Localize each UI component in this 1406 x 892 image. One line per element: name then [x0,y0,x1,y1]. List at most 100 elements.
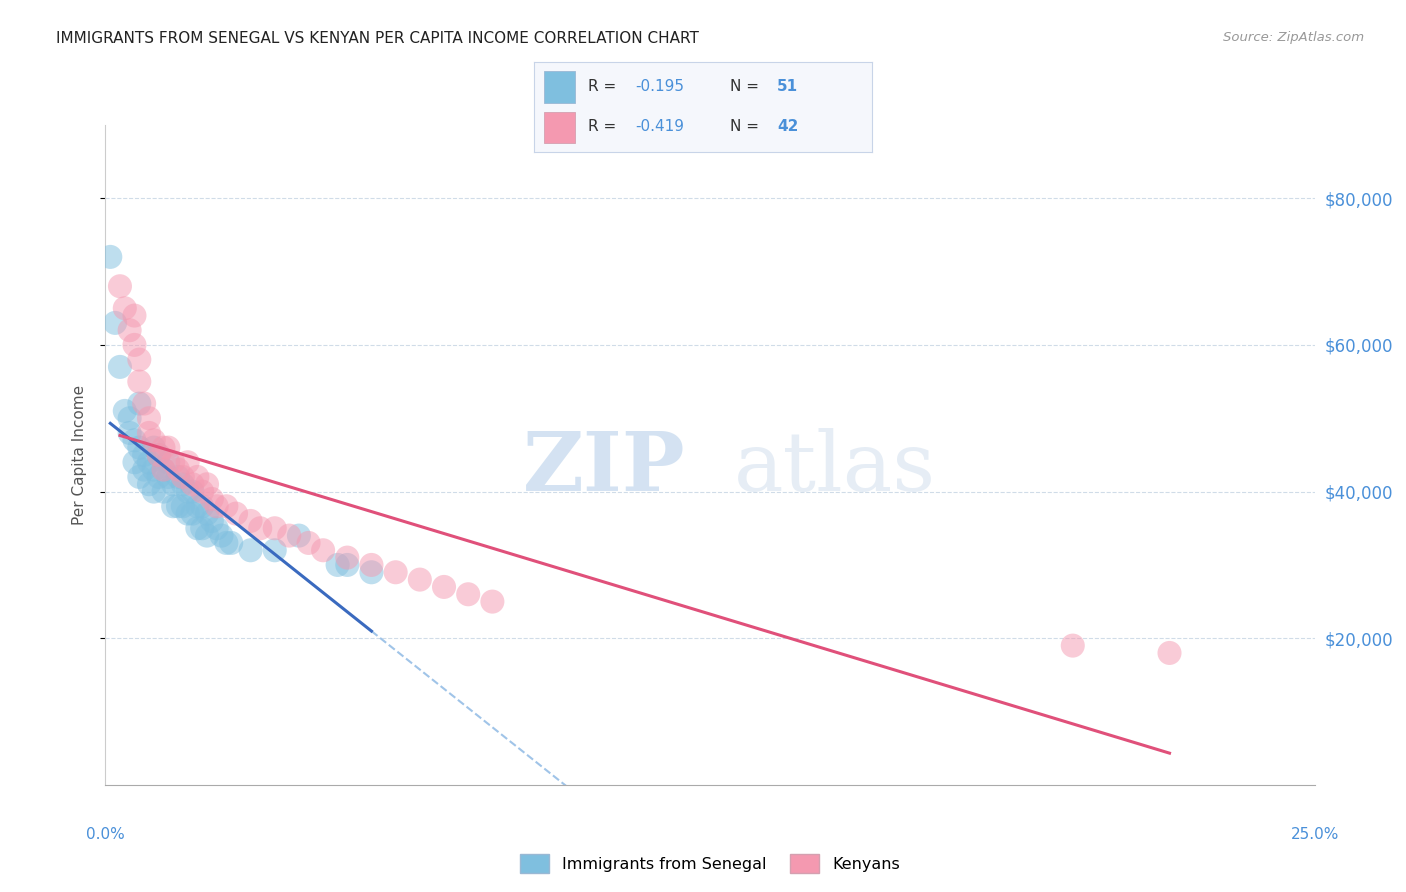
Legend: Immigrants from Senegal, Kenyans: Immigrants from Senegal, Kenyans [515,848,905,880]
Point [152,441,174,455]
Point [201,514,224,528]
Text: R =: R = [588,79,621,94]
Point [142,441,165,455]
Point [181,484,204,499]
Point [134,448,156,462]
Point [138,411,160,425]
Point [181,477,204,491]
Text: N =: N = [730,120,763,134]
Point [263,543,285,558]
Text: N =: N = [730,79,763,94]
Point [142,434,165,448]
Point [167,470,190,484]
Point [186,470,208,484]
Point [134,396,156,410]
Point [114,404,136,418]
Point [176,484,198,499]
FancyBboxPatch shape [544,71,575,103]
Text: ZIP: ZIP [523,428,686,508]
Point [152,462,174,476]
Text: Source: ZipAtlas.com: Source: ZipAtlas.com [1223,31,1364,45]
Text: 51: 51 [778,79,799,94]
Point [481,594,503,608]
Point [134,462,156,476]
Point [288,528,311,542]
Point [297,536,319,550]
Point [457,587,479,601]
Point [176,455,198,469]
Point [181,507,204,521]
Point [167,500,190,514]
Point [409,573,432,587]
Point [1062,639,1084,653]
Point [152,462,174,476]
Point [191,500,214,514]
Point [186,500,208,514]
Point [118,411,141,425]
Point [162,455,184,469]
Point [239,543,262,558]
Point [108,359,131,374]
Point [157,455,180,469]
Point [124,309,146,323]
Point [201,491,224,506]
Point [138,477,160,491]
Text: R =: R = [588,120,621,134]
Point [114,301,136,316]
Point [360,566,382,580]
Text: -0.195: -0.195 [636,79,685,94]
Point [278,528,301,542]
Text: 0.0%: 0.0% [86,827,125,841]
Point [104,316,127,330]
Point [157,470,180,484]
Point [108,279,131,293]
Point [152,484,174,499]
Point [172,470,194,484]
Point [215,500,238,514]
Point [219,536,242,550]
Point [263,521,285,535]
Point [128,375,150,389]
Point [118,323,141,337]
Point [118,425,141,440]
Point [195,477,218,491]
Point [205,500,228,514]
Text: 42: 42 [778,120,799,134]
Point [157,441,180,455]
Point [1159,646,1181,660]
Point [249,521,271,535]
Point [176,507,198,521]
Point [225,507,247,521]
Point [195,528,218,542]
FancyBboxPatch shape [544,112,575,143]
Point [124,455,146,469]
Point [211,528,233,542]
Point [384,566,406,580]
Point [239,514,262,528]
Point [124,338,146,352]
Point [336,558,359,572]
Point [312,543,335,558]
Point [162,477,184,491]
Point [172,500,194,514]
Point [148,448,170,462]
Point [138,425,160,440]
Point [128,441,150,455]
Point [191,521,214,535]
Point [360,558,382,572]
Point [138,455,160,469]
Point [215,536,238,550]
Point [148,470,170,484]
Point [162,500,184,514]
Text: IMMIGRANTS FROM SENEGAL VS KENYAN PER CAPITA INCOME CORRELATION CHART: IMMIGRANTS FROM SENEGAL VS KENYAN PER CA… [56,31,699,46]
Point [98,250,121,264]
Point [142,462,165,476]
Point [195,507,218,521]
Point [191,484,214,499]
Y-axis label: Per Capita Income: Per Capita Income [72,384,87,525]
Point [205,521,228,535]
Text: -0.419: -0.419 [636,120,685,134]
Point [142,484,165,499]
Text: 25.0%: 25.0% [1291,827,1339,841]
Text: atlas: atlas [734,428,936,508]
